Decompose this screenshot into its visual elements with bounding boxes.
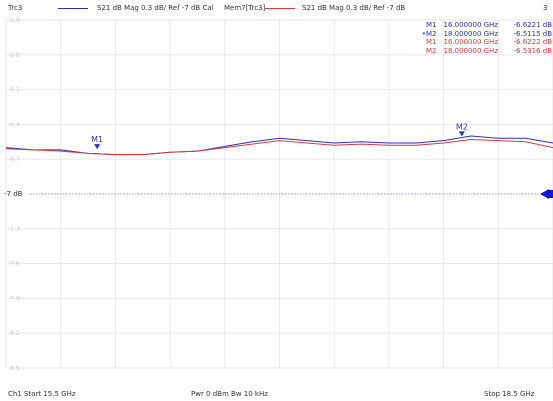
memory-trace-line	[5, 138, 553, 156]
marker-triangle-icon[interactable]	[94, 144, 101, 150]
trace-description[interactable]: S21 dB Mag 0.3 dB/ Ref -7 dB Cal	[97, 4, 214, 12]
marker-name: M2	[426, 29, 437, 38]
memory-trace-name[interactable]: Mem7[Trc3]	[224, 4, 266, 12]
y-tick-label: -6.4	[8, 121, 20, 128]
marker-frequency: 18.000000 GHz	[443, 46, 498, 55]
channel-footer: Ch1 Start 15.5 GHz Pwr 0 dBm Bw 10 kHz S…	[0, 387, 553, 401]
y-tick-label: -5.5	[8, 17, 20, 24]
marker-readout-row[interactable]: M1 16.000000 GHz -6.6222 dB	[419, 38, 552, 47]
trace-name[interactable]: Trc3	[8, 4, 23, 12]
memory-legend-line	[265, 8, 295, 9]
marker-value: -6.6222 dB	[513, 38, 553, 46]
y-tick-label: -6.7	[8, 156, 20, 163]
marker-name: M1	[426, 38, 437, 46]
memory-trace-description[interactable]: S21 dB Mag 0.3 dB/ Ref -7 dB	[302, 4, 406, 12]
trace-header: Trc3 S21 dB Mag 0.3 dB/ Ref -7 dB Cal Me…	[0, 0, 553, 16]
trace-legend-line	[58, 8, 88, 9]
start-frequency[interactable]: Ch1 Start 15.5 GHz	[8, 390, 76, 398]
marker-active-dot: •	[421, 29, 426, 38]
y-tick-label: -8.5	[8, 365, 20, 372]
marker-label: M1	[91, 135, 103, 144]
marker-readout-row[interactable]: •M2 18.000000 GHz -6.5115 dB	[419, 30, 552, 39]
power-bandwidth[interactable]: Pwr 0 dBm Bw 10 kHz	[191, 390, 268, 398]
marker-frequency: 16.000000 GHz	[443, 38, 498, 46]
marker-readout-row[interactable]: M1 16.000000 GHz -6.6221 dB	[419, 21, 552, 30]
marker-triangle-icon[interactable]	[458, 131, 465, 137]
marker-name: M1	[426, 21, 437, 29]
y-tick-label: -5.8	[8, 52, 20, 59]
y-tick-label: -7 dB	[4, 190, 23, 198]
marker-value: -6.5316 dB	[513, 46, 553, 55]
marker-readout-row[interactable]: M2 18.000000 GHz -6.5316 dB	[419, 47, 552, 56]
reference-level-arrow-icon[interactable]	[540, 189, 549, 199]
stop-frequency[interactable]: Stop 18.5 GHz	[484, 390, 535, 398]
marker-value: -6.6221 dB	[513, 21, 553, 29]
y-tick-label: -7.6	[8, 261, 20, 268]
marker-name: M2	[426, 46, 437, 55]
y-tick-label: -7.3	[8, 226, 20, 233]
marker-frequency: 16.000000 GHz	[443, 21, 498, 29]
channel-number: 3	[543, 4, 548, 12]
y-tick-label: -7.9	[8, 295, 20, 302]
marker-value: -6.5115 dB	[513, 29, 553, 38]
reference-handle	[549, 190, 553, 198]
marker-label: M2	[456, 122, 468, 131]
y-tick-label: -8.2	[8, 330, 20, 337]
marker-frequency: 18.000000 GHz	[443, 29, 498, 38]
y-tick-label: -6.1	[8, 87, 20, 94]
